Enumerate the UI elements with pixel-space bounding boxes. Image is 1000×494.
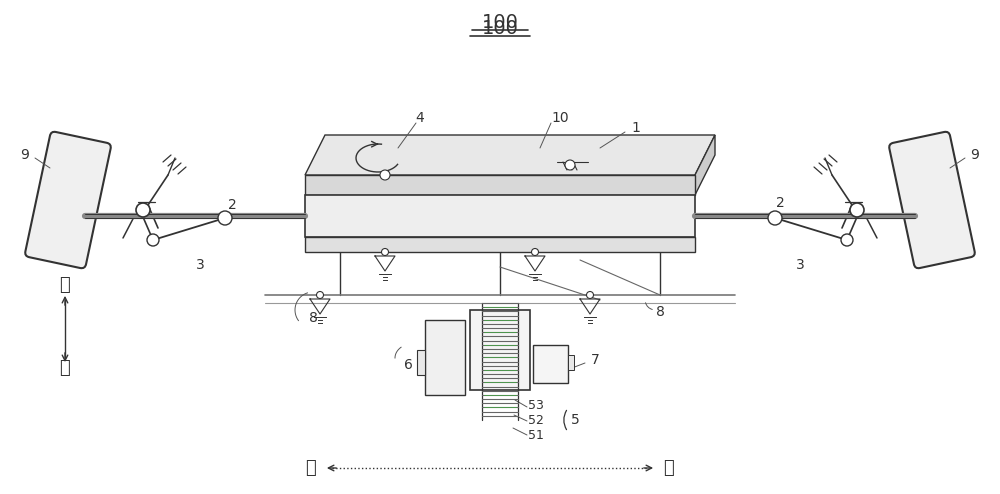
Text: 左: 左 bbox=[305, 459, 315, 477]
Text: 后: 后 bbox=[60, 359, 70, 377]
Circle shape bbox=[218, 211, 232, 225]
Circle shape bbox=[841, 234, 853, 246]
Text: 5: 5 bbox=[571, 413, 579, 427]
Circle shape bbox=[382, 248, 388, 255]
Text: 前: 前 bbox=[60, 276, 70, 294]
Circle shape bbox=[380, 170, 390, 180]
Polygon shape bbox=[695, 135, 715, 195]
Text: 2: 2 bbox=[776, 196, 784, 210]
Text: 6: 6 bbox=[404, 358, 412, 372]
FancyBboxPatch shape bbox=[889, 132, 975, 268]
Text: 100: 100 bbox=[482, 18, 518, 38]
Circle shape bbox=[532, 248, 538, 255]
Bar bbox=[305, 195, 695, 237]
Text: 8: 8 bbox=[309, 311, 317, 325]
Text: 7: 7 bbox=[591, 353, 599, 367]
Bar bbox=[470, 310, 530, 390]
Text: 100: 100 bbox=[482, 12, 518, 32]
Text: 8: 8 bbox=[656, 305, 664, 319]
Text: 1: 1 bbox=[632, 121, 640, 135]
Text: 10: 10 bbox=[551, 111, 569, 125]
Bar bbox=[305, 237, 695, 252]
Text: 53: 53 bbox=[528, 399, 544, 412]
Circle shape bbox=[565, 160, 575, 170]
Bar bbox=[425, 320, 465, 395]
Text: 右: 右 bbox=[663, 459, 673, 477]
Text: 4: 4 bbox=[416, 111, 424, 125]
Text: 9: 9 bbox=[21, 148, 29, 162]
Polygon shape bbox=[305, 135, 715, 175]
Text: 3: 3 bbox=[796, 258, 804, 272]
Text: 51: 51 bbox=[528, 428, 544, 442]
Text: 9: 9 bbox=[971, 148, 979, 162]
Text: 2: 2 bbox=[228, 198, 236, 212]
Bar bbox=[305, 175, 695, 195]
Bar bbox=[533, 345, 568, 383]
Bar bbox=[417, 350, 425, 375]
Bar bbox=[568, 355, 574, 370]
Circle shape bbox=[850, 203, 864, 217]
Circle shape bbox=[147, 234, 159, 246]
Text: 3: 3 bbox=[196, 258, 204, 272]
Circle shape bbox=[316, 291, 324, 298]
Circle shape bbox=[586, 291, 594, 298]
FancyBboxPatch shape bbox=[25, 132, 111, 268]
Text: 52: 52 bbox=[528, 413, 544, 426]
Circle shape bbox=[136, 203, 150, 217]
Circle shape bbox=[768, 211, 782, 225]
